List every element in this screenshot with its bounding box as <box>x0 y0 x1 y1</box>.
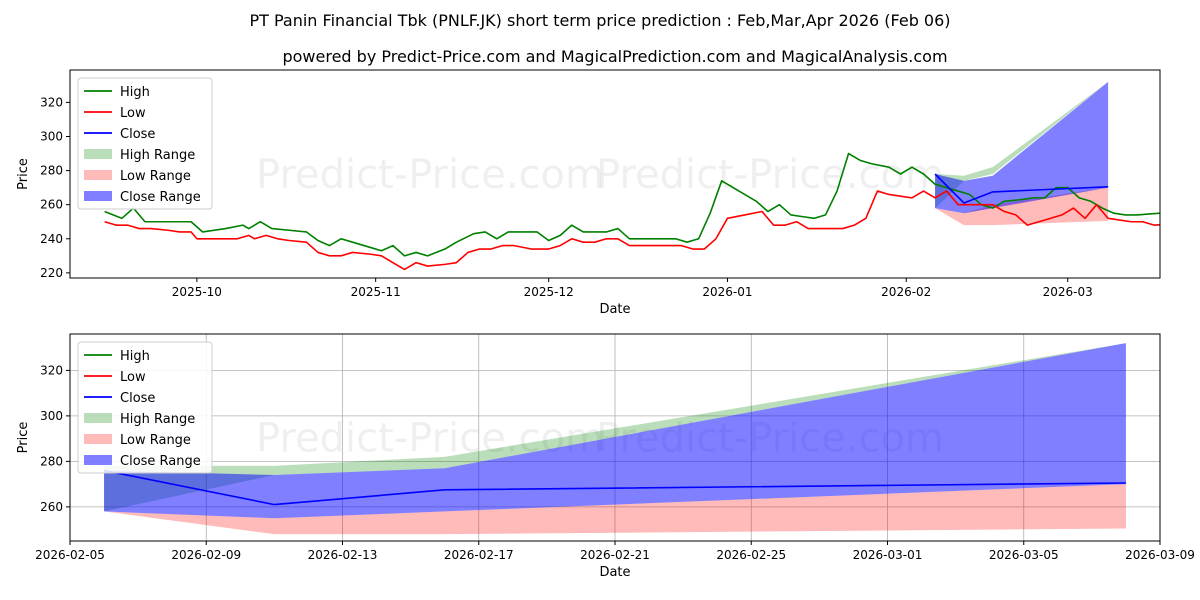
low-range-band <box>104 484 1126 535</box>
x-tick-label: 2025-11 <box>351 285 401 299</box>
y-tick-label: 320 <box>40 363 63 377</box>
x-tick-label: 2026-03-09 <box>1125 548 1195 562</box>
legend-swatch-low-range <box>84 434 112 444</box>
y-tick-label: 260 <box>40 198 63 212</box>
legend-label-low: Low <box>120 370 146 385</box>
x-tick-label: 2026-02-05 <box>35 548 105 562</box>
legend-label-low-range: Low Range <box>120 433 191 448</box>
legend-swatch-close-range <box>84 191 112 201</box>
bottom-panel: Predict-Price.comPredict-Price.com2026-0… <box>16 333 1195 580</box>
legend-label-high-range: High Range <box>120 412 195 427</box>
y-tick-label: 300 <box>40 129 63 143</box>
x-tick-label: 2026-02-17 <box>444 548 514 562</box>
close-range-band <box>104 343 1126 519</box>
plot-area <box>104 81 1160 271</box>
legend-label-close-range: Close Range <box>120 454 201 469</box>
chart-title: PT Panin Financial Tbk (PNLF.JK) short t… <box>249 11 950 30</box>
x-tick-label: 2026-02-13 <box>308 548 378 562</box>
high-range-band <box>935 81 1109 209</box>
legend-label-low: Low <box>120 106 146 121</box>
legend-label-high: High <box>120 85 150 100</box>
y-tick-label: 220 <box>40 266 63 280</box>
y-tick-label: 280 <box>40 454 63 468</box>
x-axis-label: Date <box>599 565 630 580</box>
x-tick-label: 2026-01 <box>702 285 752 299</box>
legend-box <box>77 77 213 210</box>
plot-area <box>103 343 1126 535</box>
x-tick-label: 2025-12 <box>524 285 574 299</box>
x-tick-label: 2026-02-21 <box>580 548 650 562</box>
x-tick-label: 2025-10 <box>172 285 222 299</box>
x-tick-label: 2026-02 <box>881 285 931 299</box>
legend-label-close: Close <box>120 127 155 142</box>
legend-swatch-high-range <box>84 149 112 159</box>
x-axis-label: Date <box>599 302 630 317</box>
chart-subtitle: powered by Predict-Price.com and Magical… <box>282 47 947 66</box>
legend-box <box>77 341 213 474</box>
high-range-band <box>104 343 1126 512</box>
watermark: Predict-Price.com <box>256 152 604 198</box>
legend: High Low Close High Range Low Range Close Ran… <box>77 341 213 474</box>
high-series-line <box>104 152 1160 257</box>
y-axis-label: Price <box>16 158 31 190</box>
x-tick-label: 2026-03-05 <box>989 548 1059 562</box>
x-tick-label: 2026-03 <box>1043 285 1093 299</box>
close-range-band <box>935 81 1109 214</box>
legend-swatch-close-range <box>84 455 112 465</box>
legend-label-high: High <box>120 349 150 364</box>
x-tick-label: 2026-02-09 <box>171 548 241 562</box>
low-range-band <box>935 187 1109 226</box>
close-series-line <box>103 469 1126 506</box>
x-tick-label: 2026-02-25 <box>716 548 786 562</box>
axes-frame <box>69 69 1161 279</box>
close-forecast-line <box>934 173 1109 204</box>
y-tick-label: 260 <box>40 500 63 514</box>
watermark: Predict-Price.com <box>596 152 944 198</box>
y-tick-label: 320 <box>40 95 63 109</box>
y-axis-label: Price <box>16 422 31 454</box>
legend-label-high-range: High Range <box>120 148 195 163</box>
x-tick-label: 2026-03-01 <box>853 548 923 562</box>
legend-swatch-low-range <box>84 170 112 180</box>
legend: High Low Close High Range Low Range Close Ran… <box>77 77 213 210</box>
legend-swatch-high-range <box>84 413 112 423</box>
legend-label-close-range: Close Range <box>120 190 201 205</box>
legend-label-close: Close <box>120 391 155 406</box>
y-tick-label: 240 <box>40 232 63 246</box>
legend-label-low-range: Low Range <box>120 169 191 184</box>
low-series-line <box>104 190 1160 271</box>
y-tick-label: 280 <box>40 164 63 178</box>
y-tick-label: 300 <box>40 409 63 423</box>
